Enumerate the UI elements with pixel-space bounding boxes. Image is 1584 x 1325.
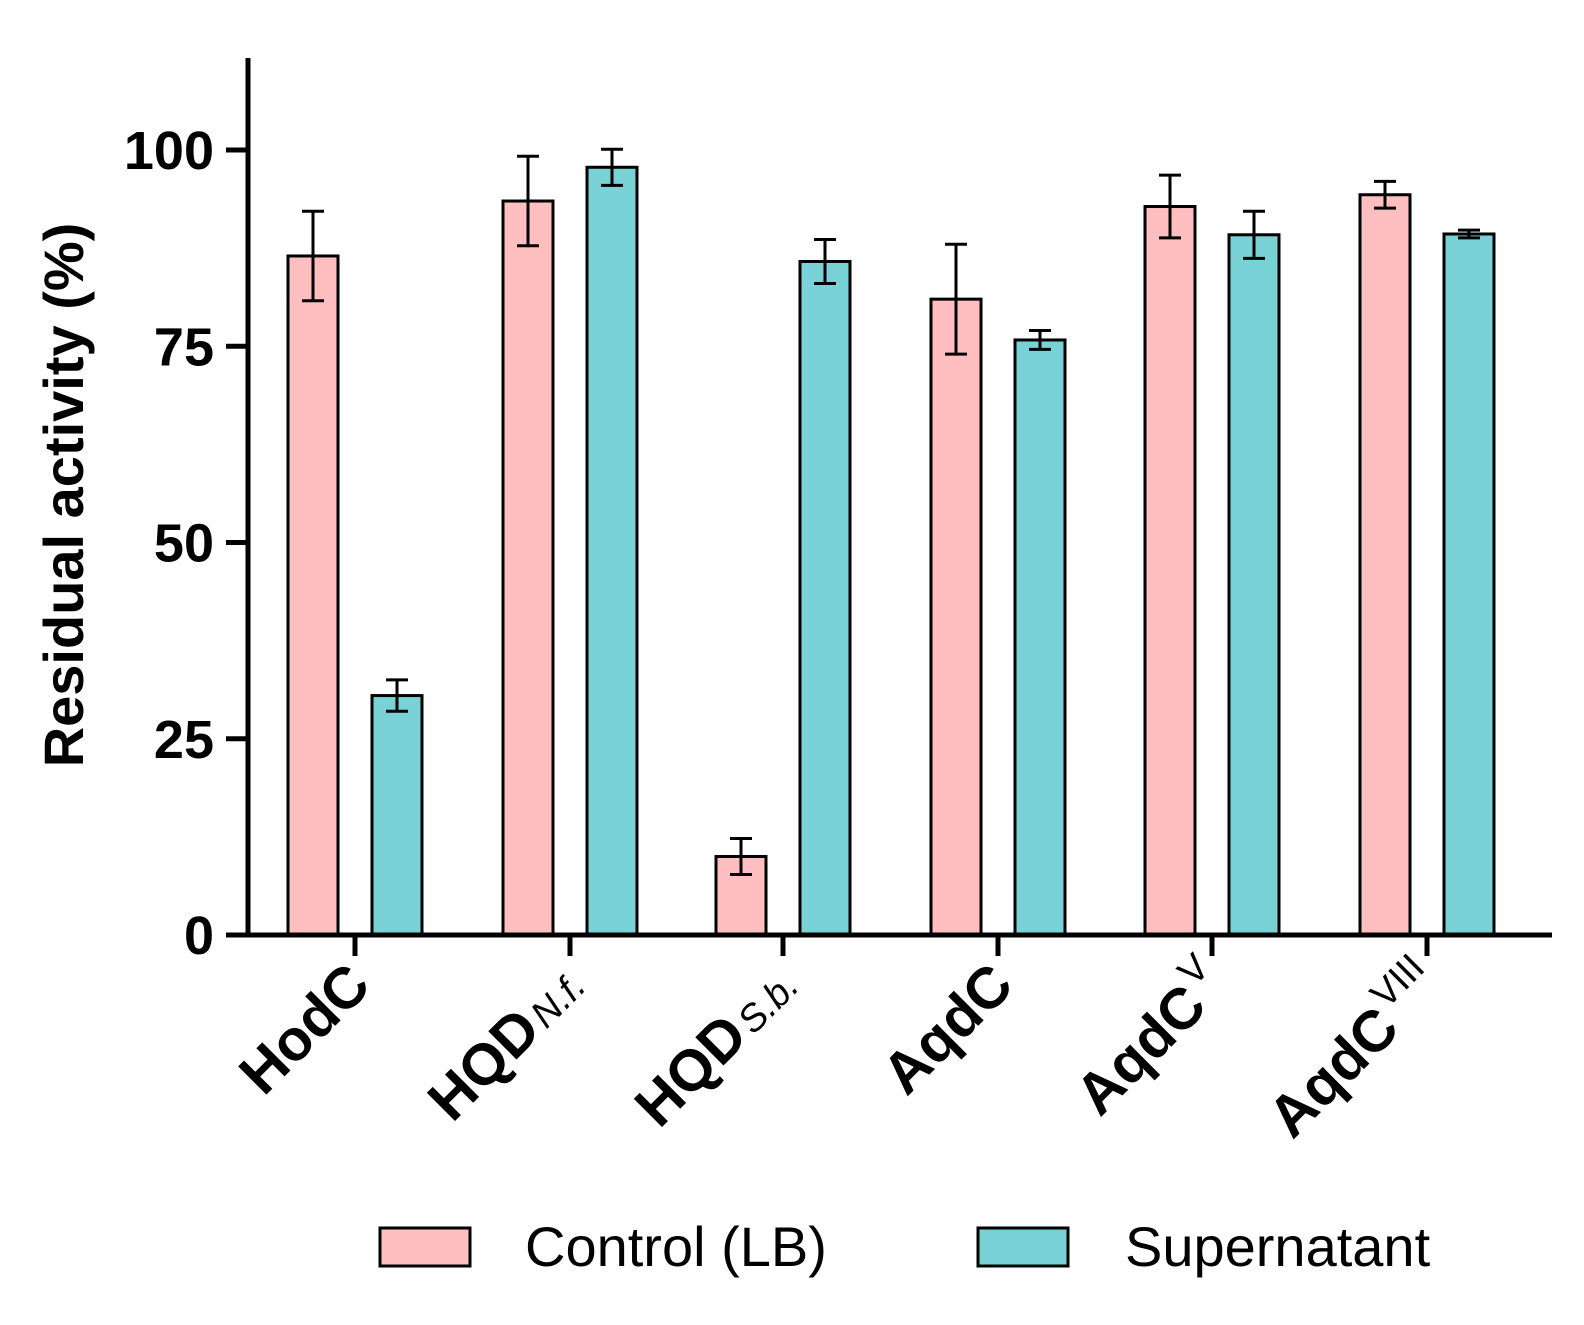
error-bar-supernatant-2 — [814, 237, 836, 285]
bar-control-4 — [1143, 205, 1197, 937]
bar-control-0 — [286, 254, 340, 937]
y-tick-label: 50 — [154, 514, 214, 574]
error-bar-supernatant-4 — [1243, 209, 1265, 260]
error-bar-control-5 — [1374, 179, 1396, 210]
legend-swatch-1 — [976, 1226, 1070, 1268]
bar-supernatant-2 — [798, 259, 852, 937]
y-ticks-layer: 0 25 50 75 100 — [124, 121, 248, 966]
bar-control-1 — [501, 199, 555, 937]
error-bar-supernatant-0 — [386, 678, 408, 713]
bar-control-3 — [929, 297, 983, 937]
x-tick-label: AqdC — [870, 951, 1025, 1106]
y-tick-label: 0 — [184, 906, 214, 966]
x-tick-label: HQDS.b. — [622, 951, 810, 1139]
x-tick-label: HodC — [227, 951, 382, 1106]
bars-layer — [286, 165, 1496, 937]
x-tick-label: AqdCVIII — [1251, 946, 1454, 1149]
error-bar-control-4 — [1159, 173, 1181, 240]
error-bars-layer — [302, 147, 1480, 877]
error-bar-control-2 — [730, 836, 752, 877]
error-bar-control-1 — [517, 154, 539, 248]
y-tick-label: 100 — [124, 121, 214, 181]
x-tick-label: AqdCV — [1058, 946, 1239, 1127]
bar-supernatant-4 — [1227, 233, 1281, 937]
bar-supernatant-0 — [370, 694, 424, 937]
error-bar-control-0 — [302, 209, 324, 303]
legend-swatch-0 — [378, 1226, 472, 1268]
bar-supernatant-1 — [585, 165, 639, 937]
bar-supernatant-5 — [1442, 232, 1496, 937]
legend: Control (LB) Supernatant — [378, 1215, 1431, 1278]
bar-supernatant-3 — [1013, 338, 1067, 937]
legend-label-0: Control (LB) — [525, 1215, 827, 1278]
error-bar-control-3 — [945, 242, 967, 356]
error-bar-supernatant-1 — [601, 147, 623, 187]
error-bar-supernatant-3 — [1029, 329, 1051, 351]
bar-control-5 — [1358, 193, 1412, 937]
x-tick-label: HQDN.f. — [415, 951, 597, 1133]
y-tick-label: 75 — [154, 317, 214, 377]
y-axis-label: Residual activity (%) — [32, 223, 95, 768]
error-bar-supernatant-5 — [1458, 228, 1480, 240]
legend-label-1: Supernatant — [1125, 1215, 1431, 1278]
y-tick-label: 25 — [154, 710, 214, 770]
